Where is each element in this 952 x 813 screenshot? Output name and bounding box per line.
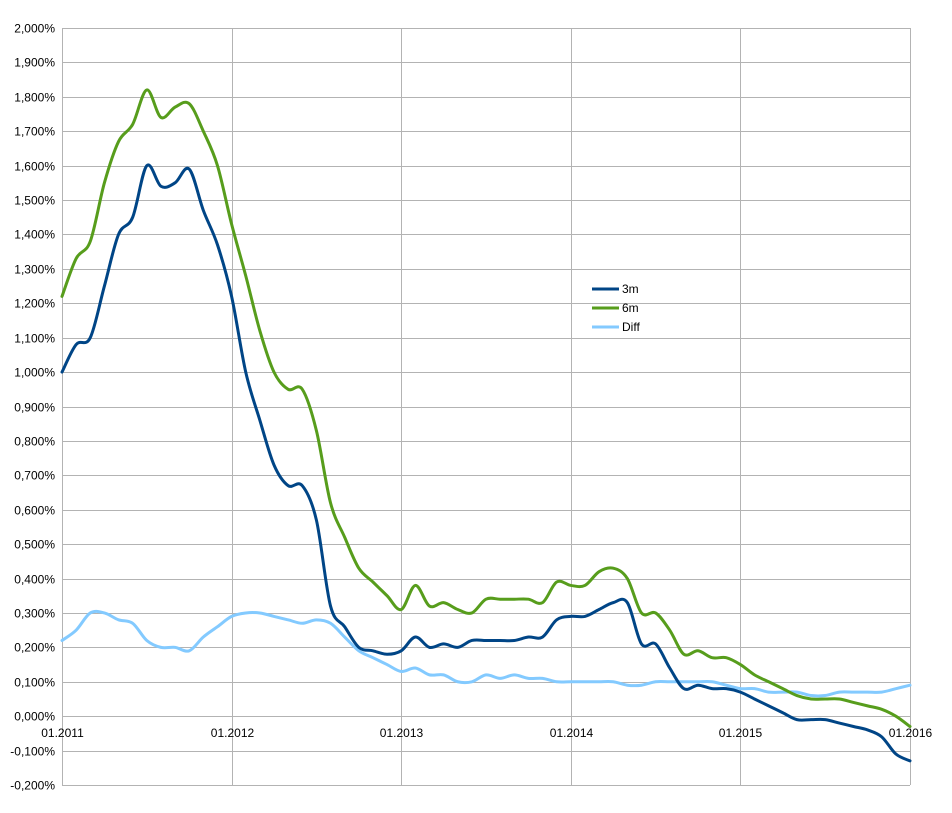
x-tick-label: 01.2016 (889, 726, 933, 740)
y-tick-label: 0,100% (14, 676, 55, 690)
y-tick-label: 1,400% (14, 228, 55, 242)
y-tick-label: 1,500% (14, 194, 55, 208)
y-tick-label: -0,200% (10, 779, 55, 793)
y-tick-label: 1,200% (14, 297, 55, 311)
y-tick-label: 1,300% (14, 263, 55, 277)
y-tick-label: 1,100% (14, 332, 55, 346)
x-tick-label: 01.2014 (550, 726, 594, 740)
y-tick-label: 1,900% (14, 56, 55, 70)
x-tick-label: 01.2015 (719, 726, 763, 740)
x-tick-label: 01.2012 (211, 726, 255, 740)
x-tick-label: 01.2011 (41, 726, 84, 740)
legend-label-6m: 6m (622, 301, 639, 315)
x-axis-tick-labels: 01.2011 01.2012 01.2013 01.2014 01.2015 01.20… (41, 726, 932, 740)
y-tick-label: 1,600% (14, 160, 55, 174)
y-tick-label: 0,900% (14, 401, 55, 415)
y-tick-label: 0,600% (14, 504, 55, 518)
y-tick-label: 1,800% (14, 91, 55, 105)
y-tick-label: 1,000% (14, 366, 55, 380)
series-line-6m (60, 88, 912, 728)
y-tick-label: 1,700% (14, 125, 55, 139)
legend: 3m 6m Diff (592, 282, 640, 334)
plot-area (62, 28, 910, 785)
y-axis-tick-labels: -0,200% -0,100% 0,000% 0,100% 0,200% 0,300% 0,… (10, 22, 55, 793)
y-tick-label: 0,500% (14, 538, 55, 552)
grid (62, 28, 911, 786)
series-layer (60, 88, 912, 763)
y-tick-label: 0,200% (14, 641, 55, 655)
y-tick-label: 0,400% (14, 573, 55, 587)
legend-label-3m: 3m (622, 282, 639, 296)
y-tick-label: 2,000% (14, 22, 55, 36)
legend-label-diff: Diff (622, 320, 640, 334)
y-tick-label: 0,800% (14, 435, 55, 449)
x-tick-label: 01.2013 (380, 726, 424, 740)
series-line-diff (60, 609, 912, 698)
y-tick-label: 0,700% (14, 469, 55, 483)
y-tick-label: -0,100% (10, 745, 55, 759)
y-tick-label: 0,000% (14, 710, 55, 724)
y-tick-label: 0,300% (14, 607, 55, 621)
series-line-3m (60, 163, 912, 763)
